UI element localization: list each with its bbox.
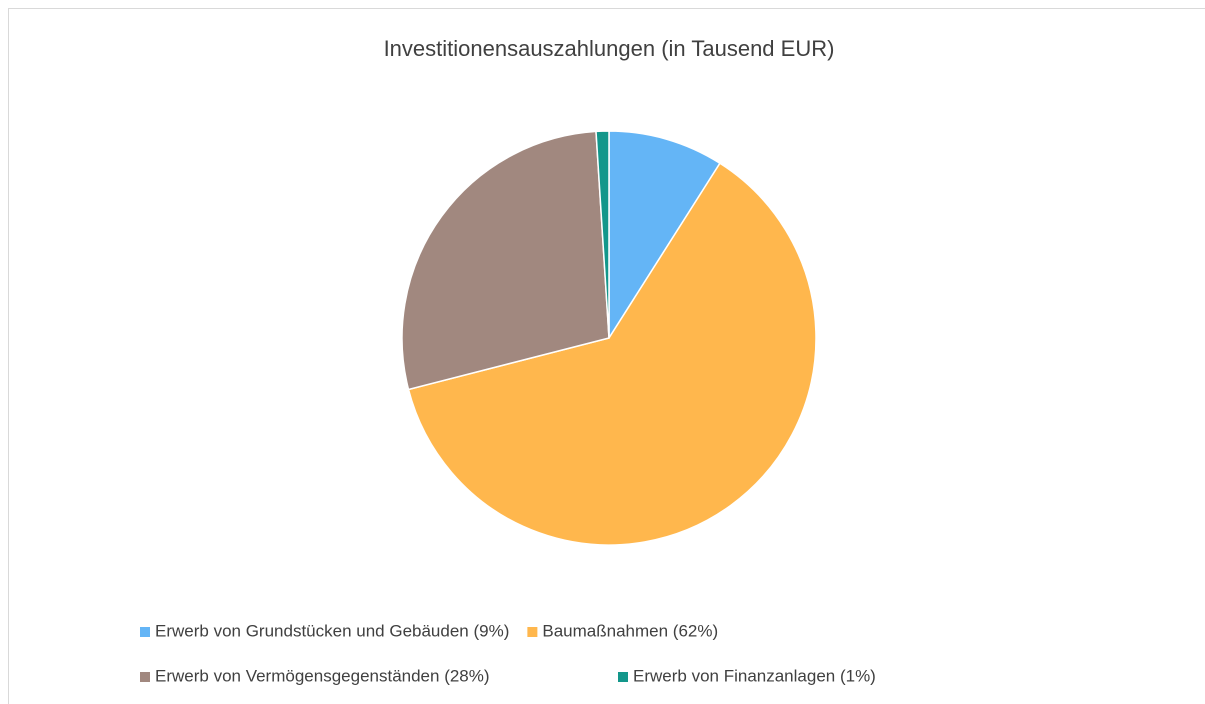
legend-swatch: [140, 672, 150, 682]
legend-label: Erwerb von Finanzanlagen (1%): [633, 666, 876, 685]
pie-slice: [407, 162, 817, 546]
pie-slice: [401, 130, 610, 391]
pie-slice: [595, 130, 610, 339]
chart-border: [8, 8, 1205, 704]
pie-slice: [608, 130, 721, 341]
legend-label: Erwerb von Grundstücken und Gebäuden (9%…: [155, 621, 509, 640]
legend-swatch: [140, 627, 150, 637]
legend-label: Baumaßnahmen (62%): [542, 621, 718, 640]
chart-title: Investitionensauszahlungen (in Tausend E…: [384, 36, 835, 61]
legend-swatch: [618, 672, 628, 682]
legend-label: Erwerb von Vermögensgegenständen (28%): [155, 666, 490, 685]
legend-swatch: [527, 627, 538, 637]
